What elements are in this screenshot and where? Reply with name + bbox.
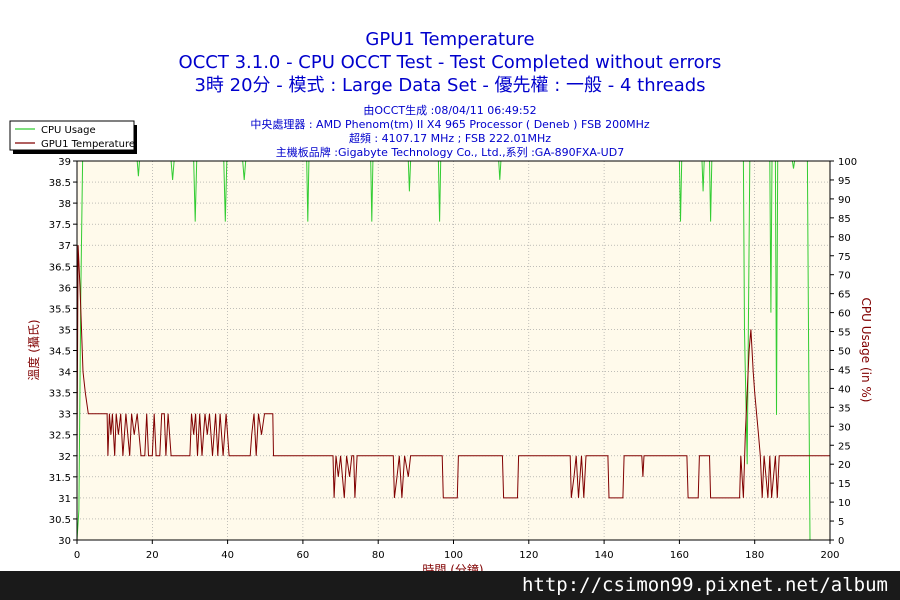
- y-right-tick-label: 45: [838, 365, 851, 376]
- y-right-tick-label: 35: [838, 403, 851, 414]
- y-left-tick-label: 36.5: [49, 262, 71, 273]
- y-left-tick-label: 31.5: [49, 473, 71, 484]
- x-tick-label: 80: [372, 550, 385, 561]
- x-tick-label: 120: [519, 550, 538, 561]
- chart-subtitle-1: OCCT 3.1.0 - CPU OCCT Test - Test Comple…: [179, 52, 722, 73]
- y-right-tick-label: 25: [838, 441, 851, 452]
- x-tick-label: 200: [820, 550, 839, 561]
- y-axis-right-label: CPU Usage (in %): [859, 298, 873, 403]
- y-left-tick-label: 32.5: [49, 431, 71, 442]
- legend-label-gpu1-temperature: GPU1 Temperature: [41, 139, 135, 150]
- y-left-tick-label: 33: [58, 410, 71, 421]
- y-right-tick-label: 50: [838, 347, 851, 358]
- info-line-1: 由OCCT生成 :08/04/11 06:49:52: [363, 103, 536, 117]
- watermark-banner: http://csimon99.pixnet.net/album: [0, 571, 900, 600]
- y-right-tick-label: 55: [838, 328, 851, 339]
- y-left-tick-label: 38: [58, 199, 71, 210]
- x-tick-label: 40: [221, 550, 234, 561]
- y-left-tick-label: 35.5: [49, 304, 71, 315]
- info-line-2: 中央處理器 : AMD Phenom(tm) II X4 965 Process…: [250, 117, 650, 131]
- x-tick-label: 160: [670, 550, 689, 561]
- y-right-tick-label: 5: [838, 517, 844, 528]
- y-right-tick-label: 40: [838, 384, 851, 395]
- y-axis-left-label: 溫度 (攝氏): [26, 319, 41, 380]
- y-left-tick-label: 35: [58, 325, 71, 336]
- y-left-tick-label: 36: [58, 283, 71, 294]
- x-tick-label: 0: [74, 550, 80, 561]
- y-right-tick-label: 60: [838, 309, 851, 320]
- y-right-tick-label: 95: [838, 176, 851, 187]
- y-left-tick-label: 30: [58, 536, 71, 547]
- x-axis-ticks: 0 20 40 60 80 100 120 140 160 180 200: [74, 540, 840, 561]
- y-left-tick-label: 32: [58, 452, 71, 463]
- y-right-tick-label: 20: [838, 460, 851, 471]
- y-right-tick-label: 85: [838, 214, 851, 225]
- legend-label-cpu-usage: CPU Usage: [41, 125, 96, 136]
- info-line-3: 超頻 : 4107.17 MHz ; FSB 222.01MHz: [349, 131, 551, 145]
- y-right-tick-label: 90: [838, 195, 851, 206]
- y-right-tick-label: 15: [838, 479, 851, 490]
- x-axis-label: 時間 (分鐘): [422, 562, 483, 571]
- series-line-gpu1-temperature: [76, 245, 830, 499]
- y-axis-left-ticks: 30 30.5 31 31.5 32 32.5 33 33.5 34 34.5 35 35.5 36 36…: [49, 157, 77, 547]
- x-tick-label: 20: [146, 550, 159, 561]
- info-line-4: 主機板品牌 :Gigabyte Technology Co., Ltd.,系列 …: [276, 145, 624, 159]
- y-left-tick-label: 34: [58, 368, 71, 379]
- y-right-tick-label: 30: [838, 422, 851, 433]
- y-left-tick-label: 39: [58, 157, 71, 168]
- y-left-tick-label: 31: [58, 494, 71, 505]
- chart-subtitle-2: 3時 20分 - 模式 : Large Data Set - 優先權 : 一般 …: [194, 75, 705, 96]
- x-tick-label: 60: [297, 550, 310, 561]
- y-left-tick-label: 38.5: [49, 178, 71, 189]
- y-left-tick-label: 33.5: [49, 389, 71, 400]
- y-left-tick-label: 37: [58, 241, 71, 252]
- y-right-tick-label: 0: [838, 536, 844, 547]
- y-right-tick-label: 10: [838, 498, 851, 509]
- y-right-tick-label: 70: [838, 271, 851, 282]
- y-left-tick-label: 37.5: [49, 220, 71, 231]
- chart-title: GPU1 Temperature: [365, 29, 534, 50]
- y-right-tick-label: 75: [838, 252, 851, 263]
- chart: GPU1 Temperature OCCT 3.1.0 - CPU OCCT T…: [9, 29, 873, 571]
- y-left-tick-label: 30.5: [49, 515, 71, 526]
- x-tick-label: 100: [444, 550, 463, 561]
- x-tick-label: 180: [745, 550, 764, 561]
- x-tick-label: 140: [595, 550, 614, 561]
- legend: CPU Usage GPU1 Temperature: [9, 120, 137, 154]
- y-right-tick-label: 65: [838, 290, 851, 301]
- y-axis-right-ticks: 0 5 10 15 20 25 30 35 40 45 50 55 60 65 70 75 80 85 90 95 10…: [830, 157, 857, 547]
- y-left-tick-label: 34.5: [49, 347, 71, 358]
- y-right-tick-label: 80: [838, 233, 851, 244]
- y-right-tick-label: 100: [838, 157, 857, 168]
